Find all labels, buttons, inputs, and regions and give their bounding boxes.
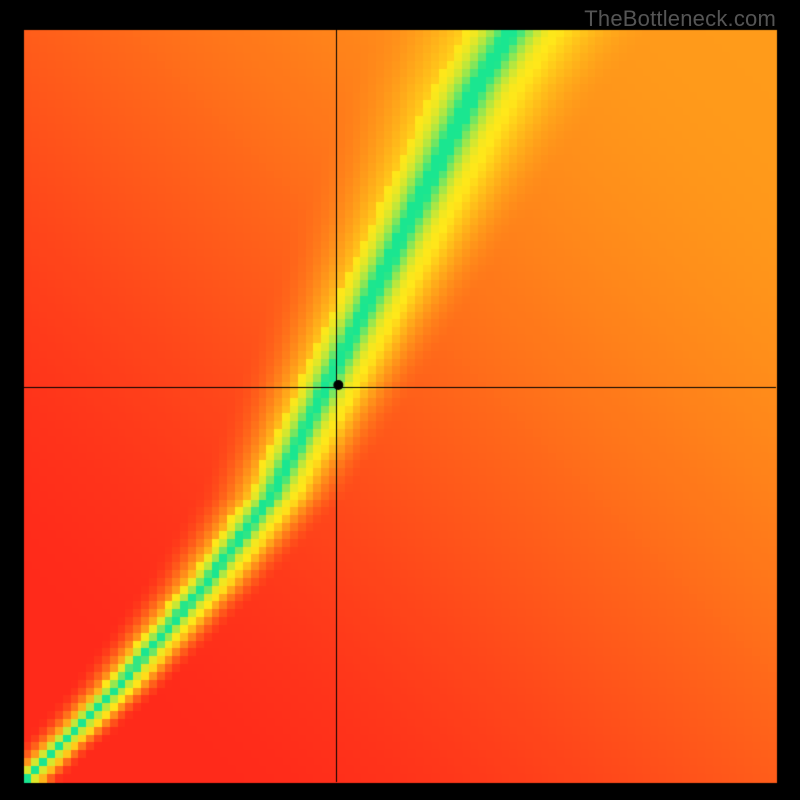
watermark-text: TheBottleneck.com: [584, 6, 776, 32]
bottleneck-heatmap: [0, 0, 800, 800]
chart-container: { "watermark": "TheBottleneck.com", "can…: [0, 0, 800, 800]
